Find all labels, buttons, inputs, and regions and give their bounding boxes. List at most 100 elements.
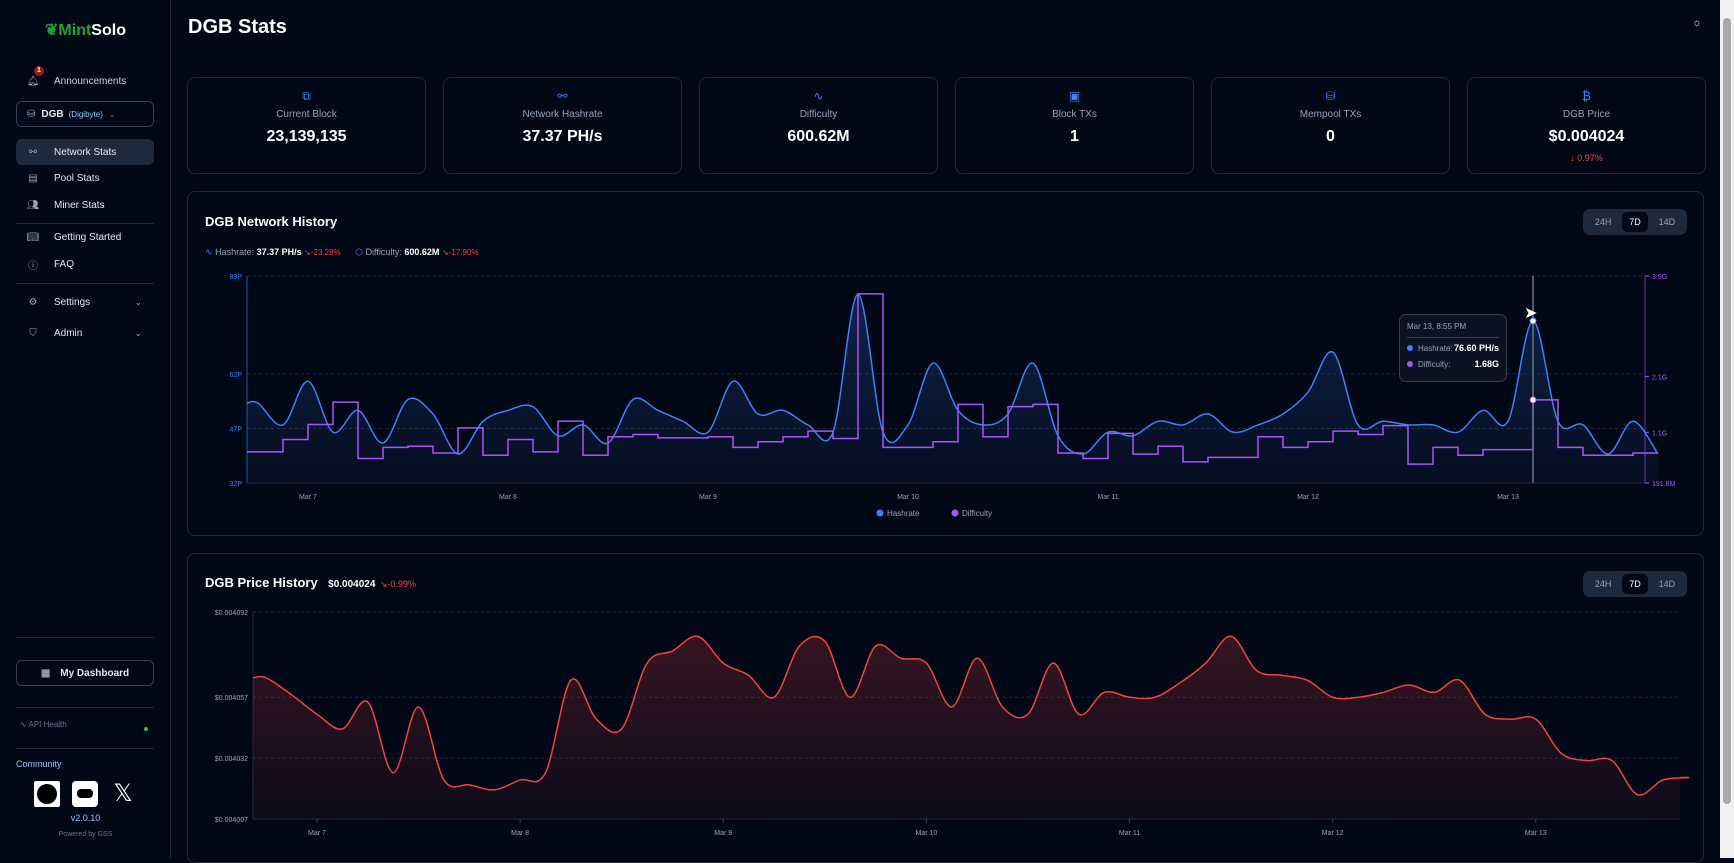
y-left-tick-label: 32P: [230, 481, 243, 488]
legend-label: Hashrate: [887, 509, 920, 518]
stat-value: 23,139,135: [266, 128, 347, 145]
stat-label: Difficulty: [799, 109, 838, 120]
divider: [16, 707, 154, 708]
range-24h[interactable]: 24H: [1594, 579, 1612, 589]
powered-by: Powered by GSS: [58, 831, 113, 838]
y-tick-label: $0.004057: [215, 695, 248, 702]
hashrate-dot: [1407, 345, 1413, 351]
divider: [16, 637, 154, 638]
x-tick-label: Mar 10: [897, 494, 919, 501]
sidebar-item-admin[interactable]: ⛉ Admin ⌄: [16, 320, 154, 346]
stat-value: 1: [1070, 128, 1079, 145]
network-summary: ∿ Hashrate: 37.37 PH/s ↘-23.28% ⬡ Diffic…: [205, 247, 479, 257]
bell-icon: 🔔︎: [26, 75, 40, 87]
stat-card-current-block: ⧉ Current Block 23,139,135: [187, 77, 426, 174]
stat-card-network-hashrate: ⚯ Network Hashrate 37.37 PH/s: [443, 77, 682, 174]
api-health: ∿ API Health: [20, 720, 67, 729]
mouse-cursor-icon: ➤: [1524, 305, 1538, 322]
price-history-panel: DGB Price History $0.004024 ↘-0.99% 24H 7…: [187, 553, 1704, 863]
discord-icon[interactable]: [72, 781, 98, 807]
bar-chart-icon: ▤: [28, 172, 38, 184]
trend-down-icon: ↘: [441, 248, 449, 257]
leaf-icon: ❦: [45, 22, 59, 39]
gear-icon: ⚙: [28, 296, 38, 308]
page-title: DGB Stats: [188, 16, 287, 38]
sidebar-item-faq[interactable]: ⓘ FAQ: [28, 258, 75, 272]
logo[interactable]: ❦MintSolo: [45, 22, 126, 39]
sidebar-item-miner-stats[interactable]: 👥︎ Miner Stats: [26, 199, 105, 211]
stat-label: DGB Price: [1562, 109, 1611, 120]
network-icon: ⚯: [557, 89, 568, 103]
x-twitter-icon[interactable]: 𝕏: [113, 780, 133, 807]
trend-down-icon: ↘: [379, 579, 388, 589]
shield-icon: ⛉: [29, 327, 37, 339]
sidebar-item-getting-started[interactable]: 📖︎ Getting Started: [26, 231, 122, 243]
network-history-title: DGB Network History: [205, 214, 338, 229]
blogger-icon[interactable]: [34, 781, 60, 807]
y-tick-label: $0.004007: [215, 817, 248, 824]
activity-icon: ∿: [20, 720, 29, 729]
x-tick-label: Mar 8: [499, 494, 517, 501]
stat-change: ↓ 0.97%: [1570, 153, 1603, 163]
stat-label: Mempool TXs: [1299, 109, 1362, 120]
hover-point-difficulty: [1529, 396, 1537, 404]
dashboard-icon: ▦: [40, 667, 51, 679]
cpu-icon: ▣: [1068, 89, 1081, 103]
hover-point-hashrate: [1529, 317, 1537, 325]
legend-marker: [951, 509, 959, 517]
stat-value: 600.62M: [787, 128, 850, 145]
range-14d[interactable]: 14D: [1658, 217, 1676, 227]
range-7d[interactable]: 7D: [1622, 212, 1648, 232]
x-tick-label: Mar 13: [1525, 830, 1547, 837]
my-dashboard-button[interactable]: ▦ My Dashboard: [16, 660, 154, 686]
network-icon: ⚯: [28, 146, 38, 158]
stat-label: Network Hashrate: [522, 109, 603, 120]
x-tick-label: Mar 12: [1297, 494, 1319, 501]
coins-icon: ⛁: [27, 108, 36, 120]
price-area: [253, 636, 1689, 819]
stat-value: $0.004024: [1548, 128, 1625, 145]
sidebar-item-pool-stats[interactable]: ▤ Pool Stats: [16, 165, 154, 191]
hashrate-line: [246, 293, 1659, 455]
users-icon: 👥︎: [26, 199, 40, 211]
x-tick-label: Mar 13: [1497, 494, 1519, 501]
stat-label: Current Block: [276, 109, 337, 120]
sidebar: ❦MintSolo 🔔︎ Announcements 1 ⛁ DGB (Digibyt…: [0, 0, 171, 858]
coin-selector[interactable]: ⛁ DGB (Digibyte) ⌄: [16, 101, 154, 127]
y-tick-label: $0.004032: [215, 756, 248, 763]
stat-card-dgb-price: ₿ DGB Price $0.004024 ↓ 0.97%: [1467, 77, 1706, 174]
x-tick-label: Mar 10: [915, 830, 937, 837]
y-right-tick-label: 2.1G: [1652, 374, 1667, 381]
help-circle-icon: ⓘ: [28, 260, 38, 272]
price-range-selector: 24H 7D 14D: [1583, 571, 1687, 597]
scrollbar-thumb[interactable]: [1723, 18, 1731, 804]
range-7d[interactable]: 7D: [1622, 574, 1648, 594]
y-right-tick-label: 1.1G: [1652, 430, 1667, 437]
price-line: [252, 635, 1690, 796]
y-right-tick-label: 3.9G: [1652, 274, 1667, 281]
y-left-tick-label: 62P: [230, 372, 243, 379]
sidebar-item-settings[interactable]: ⚙ Settings ⌄: [16, 289, 154, 315]
sidebar-item-network-stats[interactable]: ⚯ Network Stats: [16, 139, 154, 165]
stat-card-block-txs: ▣ Block TXs 1: [955, 77, 1194, 174]
price-history-title: DGB Price History: [205, 575, 318, 590]
x-tick-label: Mar 9: [699, 494, 717, 501]
divider: [16, 283, 154, 284]
x-tick-label: Mar 8: [511, 830, 529, 837]
hexagon-icon: ⬡: [355, 247, 364, 257]
range-14d[interactable]: 14D: [1658, 579, 1676, 589]
x-tick-label: Mar 7: [299, 494, 317, 501]
sidebar-item-announcements[interactable]: 🔔︎ Announcements: [26, 75, 127, 87]
activity-icon: ∿: [813, 89, 824, 103]
theme-toggle-sun-icon[interactable]: ☼: [1692, 17, 1703, 29]
y-left-tick-label: 47P: [230, 427, 243, 434]
difficulty-dot: [1407, 361, 1413, 367]
divider: [16, 748, 154, 749]
chevron-down-icon: ⌄: [108, 109, 116, 119]
scrollbar[interactable]: [1720, 0, 1734, 858]
api-health-status-dot: [144, 727, 148, 731]
stat-value: 37.37 PH/s: [522, 128, 603, 145]
range-24h[interactable]: 24H: [1594, 217, 1612, 227]
price-history-header: DGB Price History $0.004024 ↘-0.99%: [205, 575, 416, 590]
